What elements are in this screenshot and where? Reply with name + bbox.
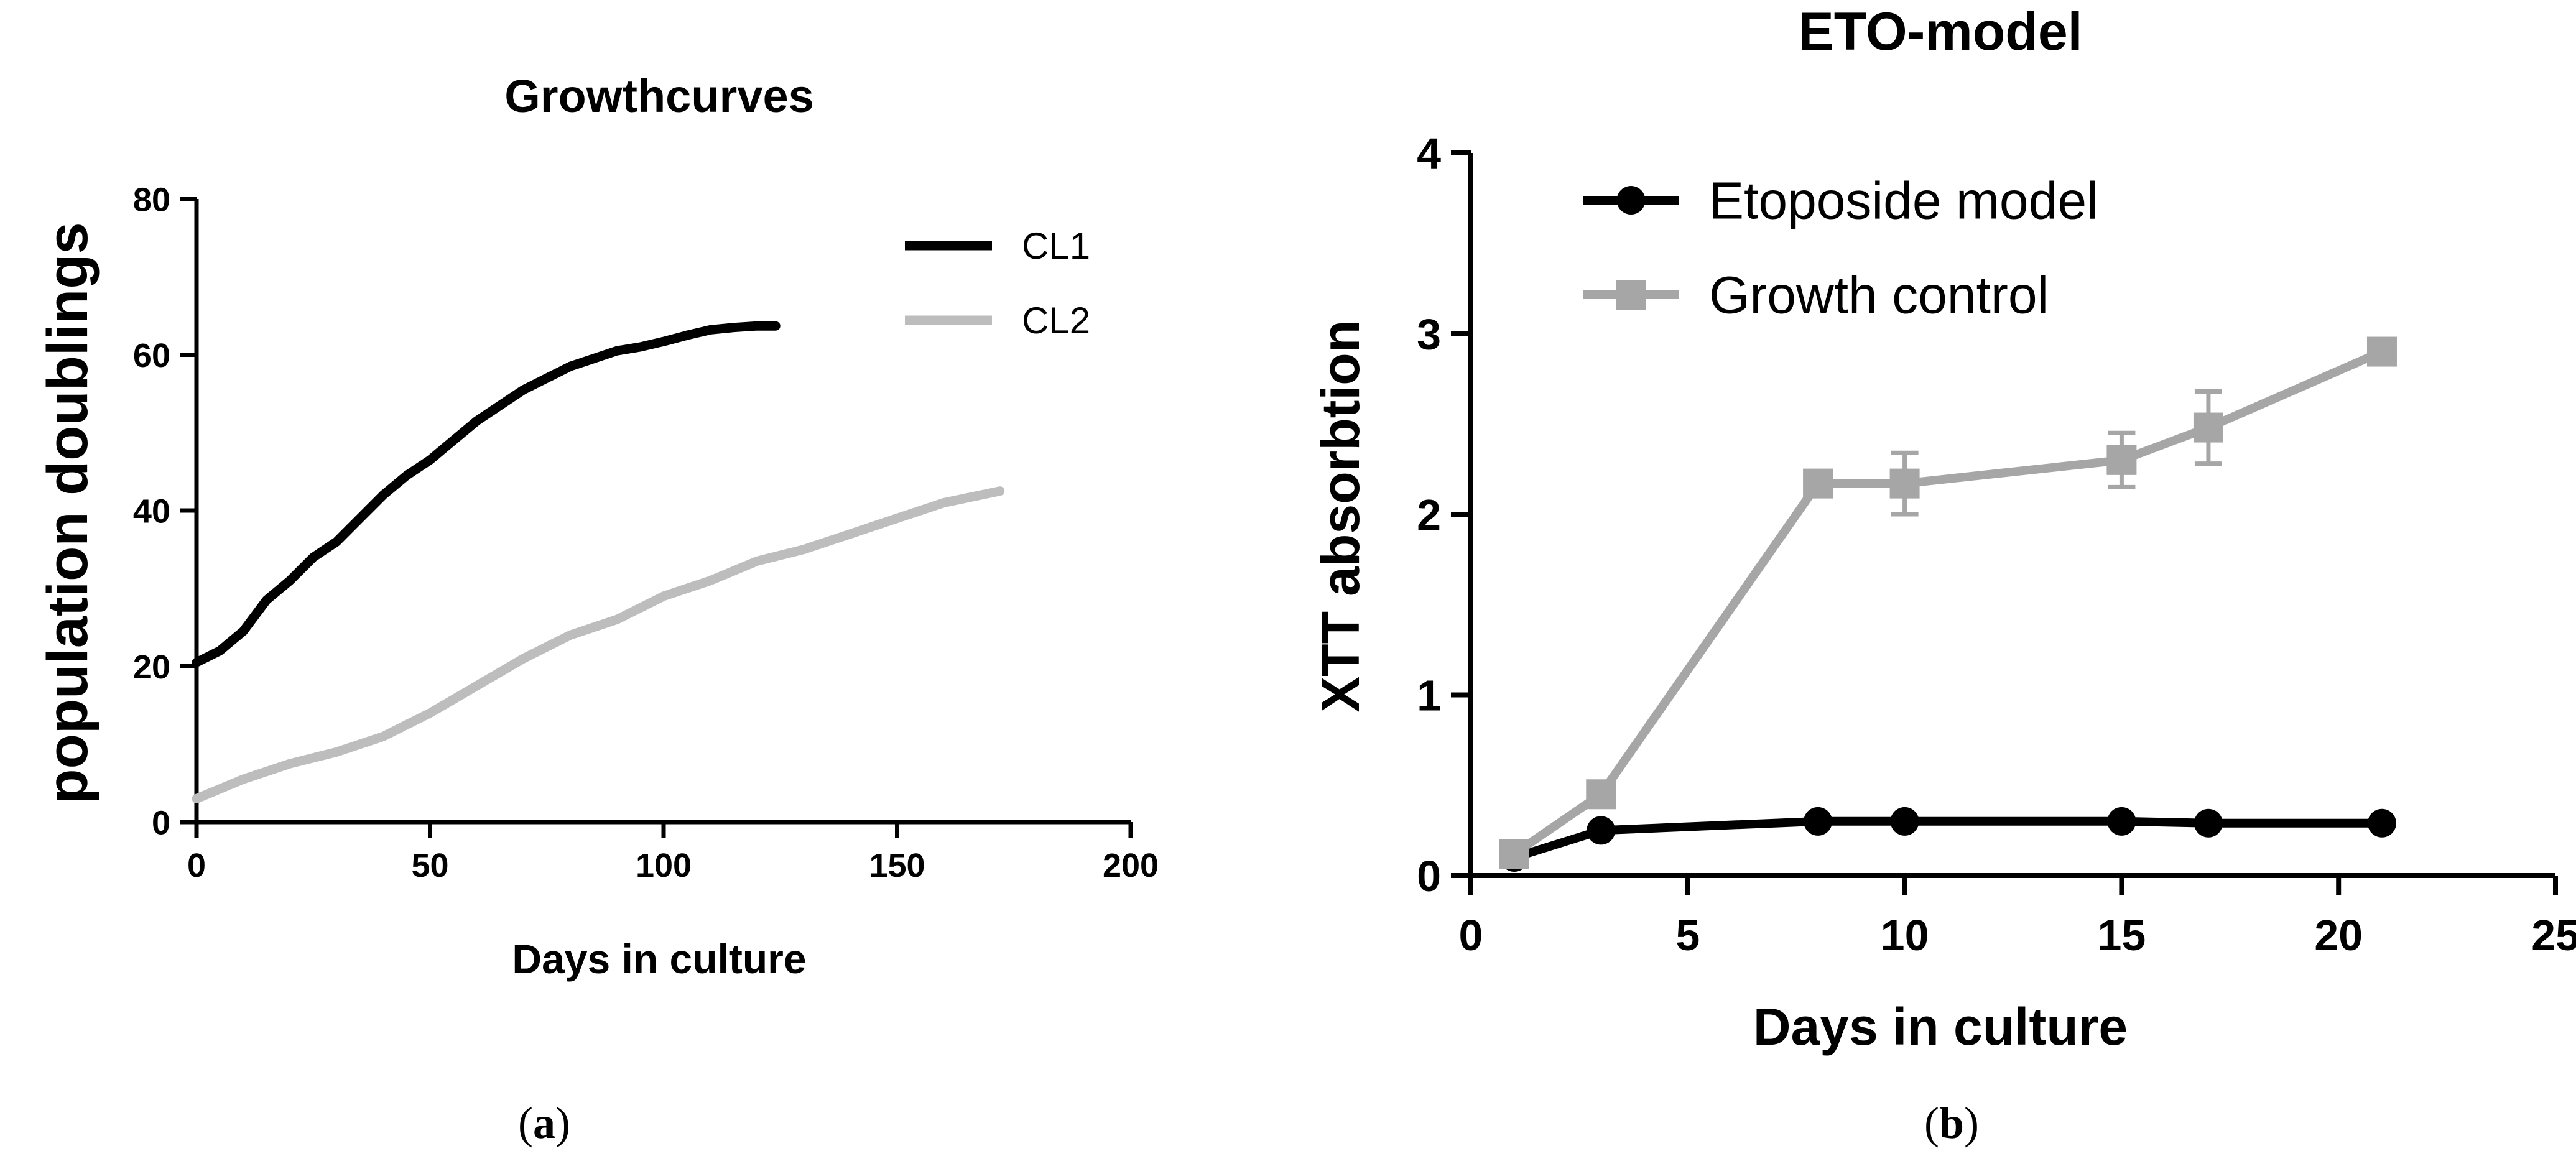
legend-label: Etoposide model: [1709, 171, 2098, 229]
x-tick-label: 0: [1459, 911, 1483, 959]
chart-title: Growthcurves: [504, 70, 814, 122]
x-tick-label: 0: [187, 847, 206, 884]
x-tick-label: 50: [411, 847, 448, 884]
y-tick-label: 0: [1417, 852, 1441, 900]
series-cl2: [192, 486, 1005, 803]
legend-label: CL1: [1022, 225, 1090, 267]
series-line-cl1: [192, 321, 781, 667]
panel-label-b: (b): [1924, 1098, 1979, 1148]
y-axis-title: population doublings: [36, 222, 100, 803]
series-cl1: [192, 321, 781, 667]
data-point: [1586, 779, 1616, 810]
legend-item: CL2: [905, 300, 1090, 341]
y-tick-label: 0: [152, 804, 170, 841]
panel-label-a: (a): [518, 1098, 570, 1148]
data-point: [2194, 808, 2223, 838]
series-etoposide-model: [1499, 807, 2396, 872]
legend-marker: [1616, 186, 1646, 215]
x-tick-label: 15: [2097, 911, 2146, 959]
x-axis-title: Days in culture: [512, 936, 806, 982]
data-point: [2367, 808, 2396, 838]
data-point: [1499, 839, 1529, 869]
chart-title: ETO-model: [1798, 2, 2082, 62]
y-tick-label: 4: [1417, 129, 1441, 178]
growthcurves-panel: Growthcurves population doublings Days i…: [36, 70, 1159, 1148]
x-axis-title: Days in culture: [1753, 997, 2128, 1056]
y-tick-label: 2: [1417, 491, 1441, 539]
data-point: [1803, 468, 1833, 499]
data-point: [2193, 412, 2223, 443]
series-growth-control: [1499, 336, 2397, 869]
data-point: [1804, 807, 1833, 836]
y-tick-label: 20: [133, 649, 170, 686]
x-tick-label: 150: [869, 847, 925, 884]
series-line-growth-control: [1509, 347, 2386, 859]
legend-item: Etoposide model: [1583, 171, 2098, 229]
y-tick-label: 40: [133, 492, 170, 530]
legend-label: Growth control: [1709, 266, 2049, 324]
x-tick-label: 20: [2314, 911, 2363, 959]
y-tick-label: 3: [1417, 310, 1441, 359]
data-point: [1890, 807, 1919, 836]
x-tick-label: 100: [636, 847, 692, 884]
legend-label: CL2: [1022, 300, 1090, 341]
eto-model-panel: ETO-model XTT absorbtion Days in culture…: [1311, 2, 2576, 1148]
legend-item: CL1: [905, 225, 1090, 267]
y-axis-title: XTT absorbtion: [1311, 320, 1371, 713]
legend-marker: [1616, 280, 1646, 310]
legend: Etoposide model Growth control: [1583, 171, 2098, 324]
data-point: [2107, 807, 2136, 836]
data-point: [1889, 468, 1920, 499]
y-tick-label: 80: [133, 181, 170, 218]
y-tick-label: 60: [133, 337, 170, 374]
x-tick-label: 25: [2531, 911, 2576, 959]
legend-item: Growth control: [1583, 266, 2049, 324]
data-point: [2366, 336, 2397, 367]
series-line-etoposide-model: [1509, 816, 2386, 862]
data-point: [2106, 445, 2137, 475]
panel-letter-a: a: [533, 1098, 555, 1148]
data-point: [1587, 816, 1616, 845]
y-tick-label: 1: [1417, 672, 1441, 720]
x-tick-label: 5: [1675, 911, 1700, 959]
panel-letter-b: b: [1939, 1098, 1964, 1148]
x-tick-label: 10: [1881, 911, 1929, 959]
series-line-cl2: [192, 486, 1005, 803]
legend: CL1 CL2: [905, 225, 1090, 341]
x-tick-label: 200: [1103, 847, 1159, 884]
